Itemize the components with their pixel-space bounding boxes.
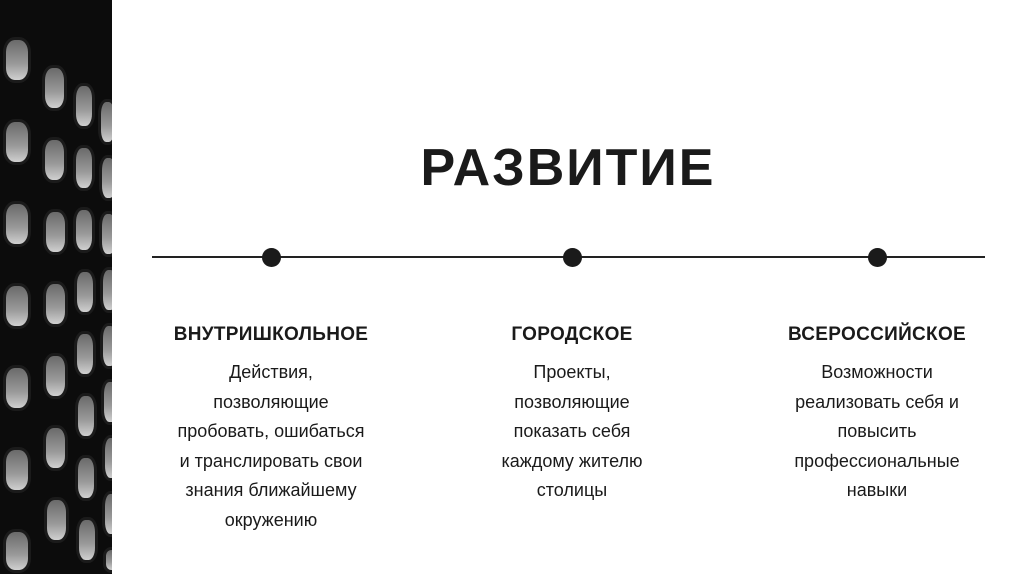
facade-window [46, 428, 66, 468]
facade-window [76, 148, 93, 188]
facade-window [78, 458, 95, 498]
facade-window [45, 212, 65, 252]
facade-window [45, 68, 65, 108]
column-school: ВНУТРИШКОЛЬНОЕ Действия, позволяющие про… [141, 324, 401, 536]
column-text-line: навыки [846, 480, 908, 501]
column-text-line: Действия, [229, 362, 313, 382]
column-text-line: Проекты, [533, 362, 611, 382]
facade-window [101, 102, 112, 142]
facade-window [6, 450, 28, 490]
facade-window [101, 158, 112, 198]
column-text-line: знания ближайшему [185, 480, 357, 501]
column-city: ГОРОДСКОЕ Проекты, позволяющие показать … [442, 324, 702, 506]
column-text-line: позволяющие [514, 391, 630, 412]
facade-window [76, 272, 93, 312]
facade-window [46, 500, 66, 540]
facade-window [105, 494, 112, 534]
column-text-line: показать себя [513, 421, 631, 442]
facade-window [6, 368, 28, 408]
timeline-dot [262, 248, 281, 267]
column-text-line: окружению [224, 509, 318, 530]
facade-window [6, 286, 28, 326]
facade-window [105, 550, 112, 570]
column-text-line: повысить [837, 421, 917, 442]
column-text-line: и транслировать свои [179, 450, 363, 471]
facade-window [78, 520, 95, 560]
column-national: ВСЕРОССИЙСКОЕ Возможности реализовать се… [747, 324, 1007, 506]
column-text-line: каждому жителю [501, 450, 643, 471]
facade-window [46, 356, 66, 396]
facade-window [77, 334, 94, 374]
facade-window [6, 532, 28, 570]
building-facade-photo [0, 0, 112, 574]
facade-window [77, 396, 94, 436]
timeline-dot [868, 248, 887, 267]
facade-window [102, 270, 112, 310]
facade-window [104, 438, 112, 478]
facade-window [6, 204, 28, 244]
facade-window [6, 40, 28, 80]
facade-window [6, 122, 28, 162]
column-heading: ГОРОДСКОЕ [511, 324, 633, 345]
facade-window [76, 210, 93, 250]
column-text-line: профессиональные [794, 450, 960, 471]
facade-window [75, 86, 92, 126]
column-text-line: столицы [536, 480, 608, 501]
facade-window [45, 284, 65, 324]
column-heading: ВНУТРИШКОЛЬНОЕ [173, 324, 369, 345]
timeline-dot [563, 248, 582, 267]
column-text-line: Возможности [821, 362, 933, 382]
column-text-line: пробовать, ошибаться [177, 421, 365, 442]
facade-window [45, 140, 65, 180]
column-text-line: позволяющие [213, 391, 329, 412]
facade-window [102, 214, 112, 254]
slide-title: РАЗВИТИЕ [420, 139, 716, 197]
facade-window [103, 382, 112, 422]
column-text-line: реализовать себя и [795, 391, 959, 412]
column-heading: ВСЕРОССИЙСКОЕ [787, 324, 967, 345]
facade-window [103, 326, 112, 366]
